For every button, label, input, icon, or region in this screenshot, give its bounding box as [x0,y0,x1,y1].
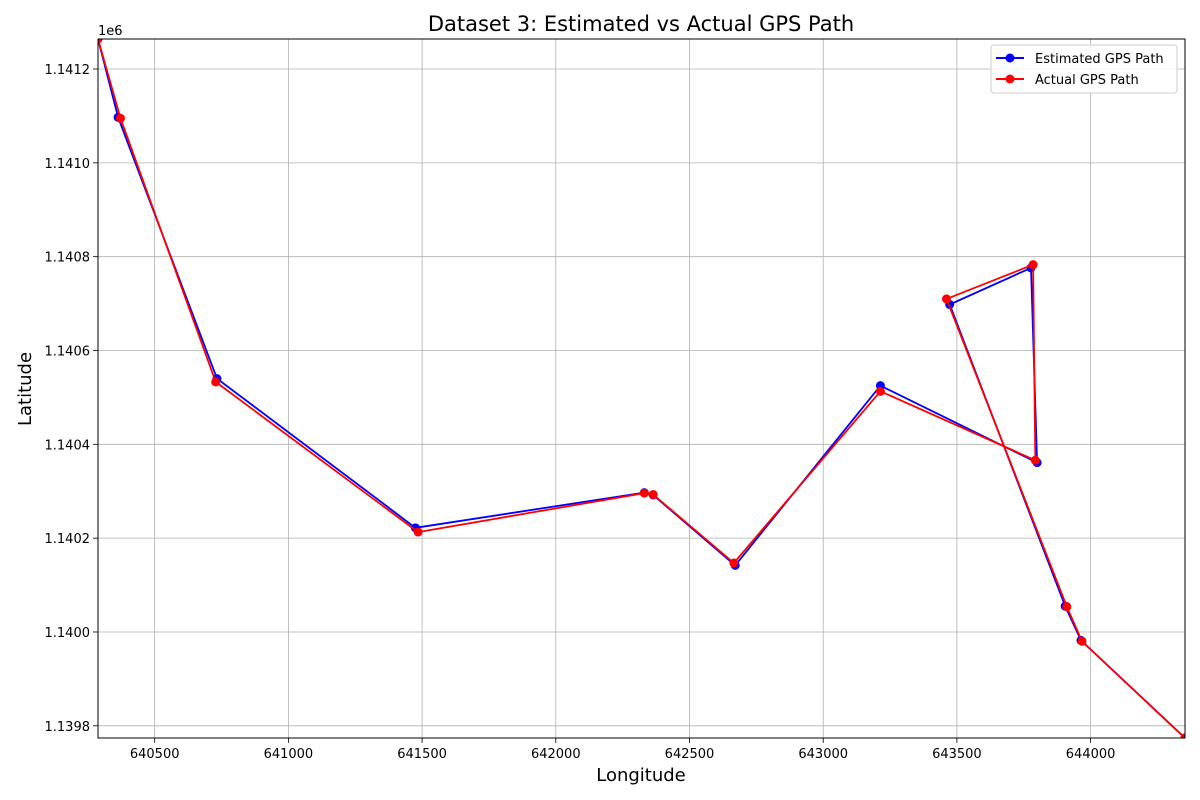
legend-box [990,44,1178,94]
data-point-actual-gps-path [211,377,221,387]
y-tick-label: 1.1402 [45,532,91,547]
y-tick-label: 1.1408 [45,251,91,266]
series-estimated-gps-path [98,39,1185,738]
y-tick-label: 1.1412 [45,63,91,78]
y-tick-label: 1.1400 [45,626,91,641]
legend-label-estimated: Estimated GPS Path [1035,52,1164,67]
data-point-actual-gps-path [1062,602,1072,612]
x-tick-label: 641000 [264,747,314,762]
data-point-actual-gps-path [729,558,739,568]
legend: Estimated GPS Path Actual GPS Path [990,44,1178,94]
data-point-actual-gps-path [115,113,125,123]
x-tick-label: 642500 [665,747,715,762]
legend-marker-estimated [1005,53,1015,63]
plot-area-frame [97,38,1186,739]
legend-marker-actual [1005,74,1015,84]
x-tick-label: 643500 [932,747,982,762]
series-actual-gps-path [98,39,1185,738]
grid [98,39,1185,738]
data-point-actual-gps-path [639,488,649,498]
data-point-actual-gps-path [875,386,885,396]
y-tick-label: 1.1404 [45,438,91,453]
x-tick-label: 640500 [130,747,180,762]
data-point-actual-gps-path [98,39,103,44]
x-tick-label: 643000 [798,747,848,762]
chart-title: Dataset 3: Estimated vs Actual GPS Path [428,12,854,36]
y-tick-label: 1.1406 [45,345,91,360]
series-layer [98,39,1185,738]
y-tick-label: 1.1410 [45,157,91,172]
data-point-actual-gps-path [941,294,951,304]
data-point-actual-gps-path [1030,455,1040,465]
series-line-actual-gps-path [98,39,1185,738]
y-tick-label: 1.1398 [45,720,91,735]
data-point-actual-gps-path [648,490,658,500]
legend-label-actual: Actual GPS Path [1035,73,1139,88]
y-axis-offset-label: 1e6 [98,24,123,39]
data-point-actual-gps-path [1077,636,1087,646]
x-axis-title: Longitude [596,765,686,786]
y-axis-title: Latitude [15,352,36,426]
x-tick-label: 644000 [1066,747,1116,762]
x-tick-label: 642000 [531,747,581,762]
series-line-estimated-gps-path [98,39,1185,738]
data-point-actual-gps-path [413,527,423,537]
axis-ticks: 640500 641000 641500 642000 642500 643000 6435… [45,63,1116,762]
data-point-actual-gps-path [1028,260,1038,270]
x-tick-label: 641500 [397,747,447,762]
data-point-actual-gps-path [1180,733,1185,738]
